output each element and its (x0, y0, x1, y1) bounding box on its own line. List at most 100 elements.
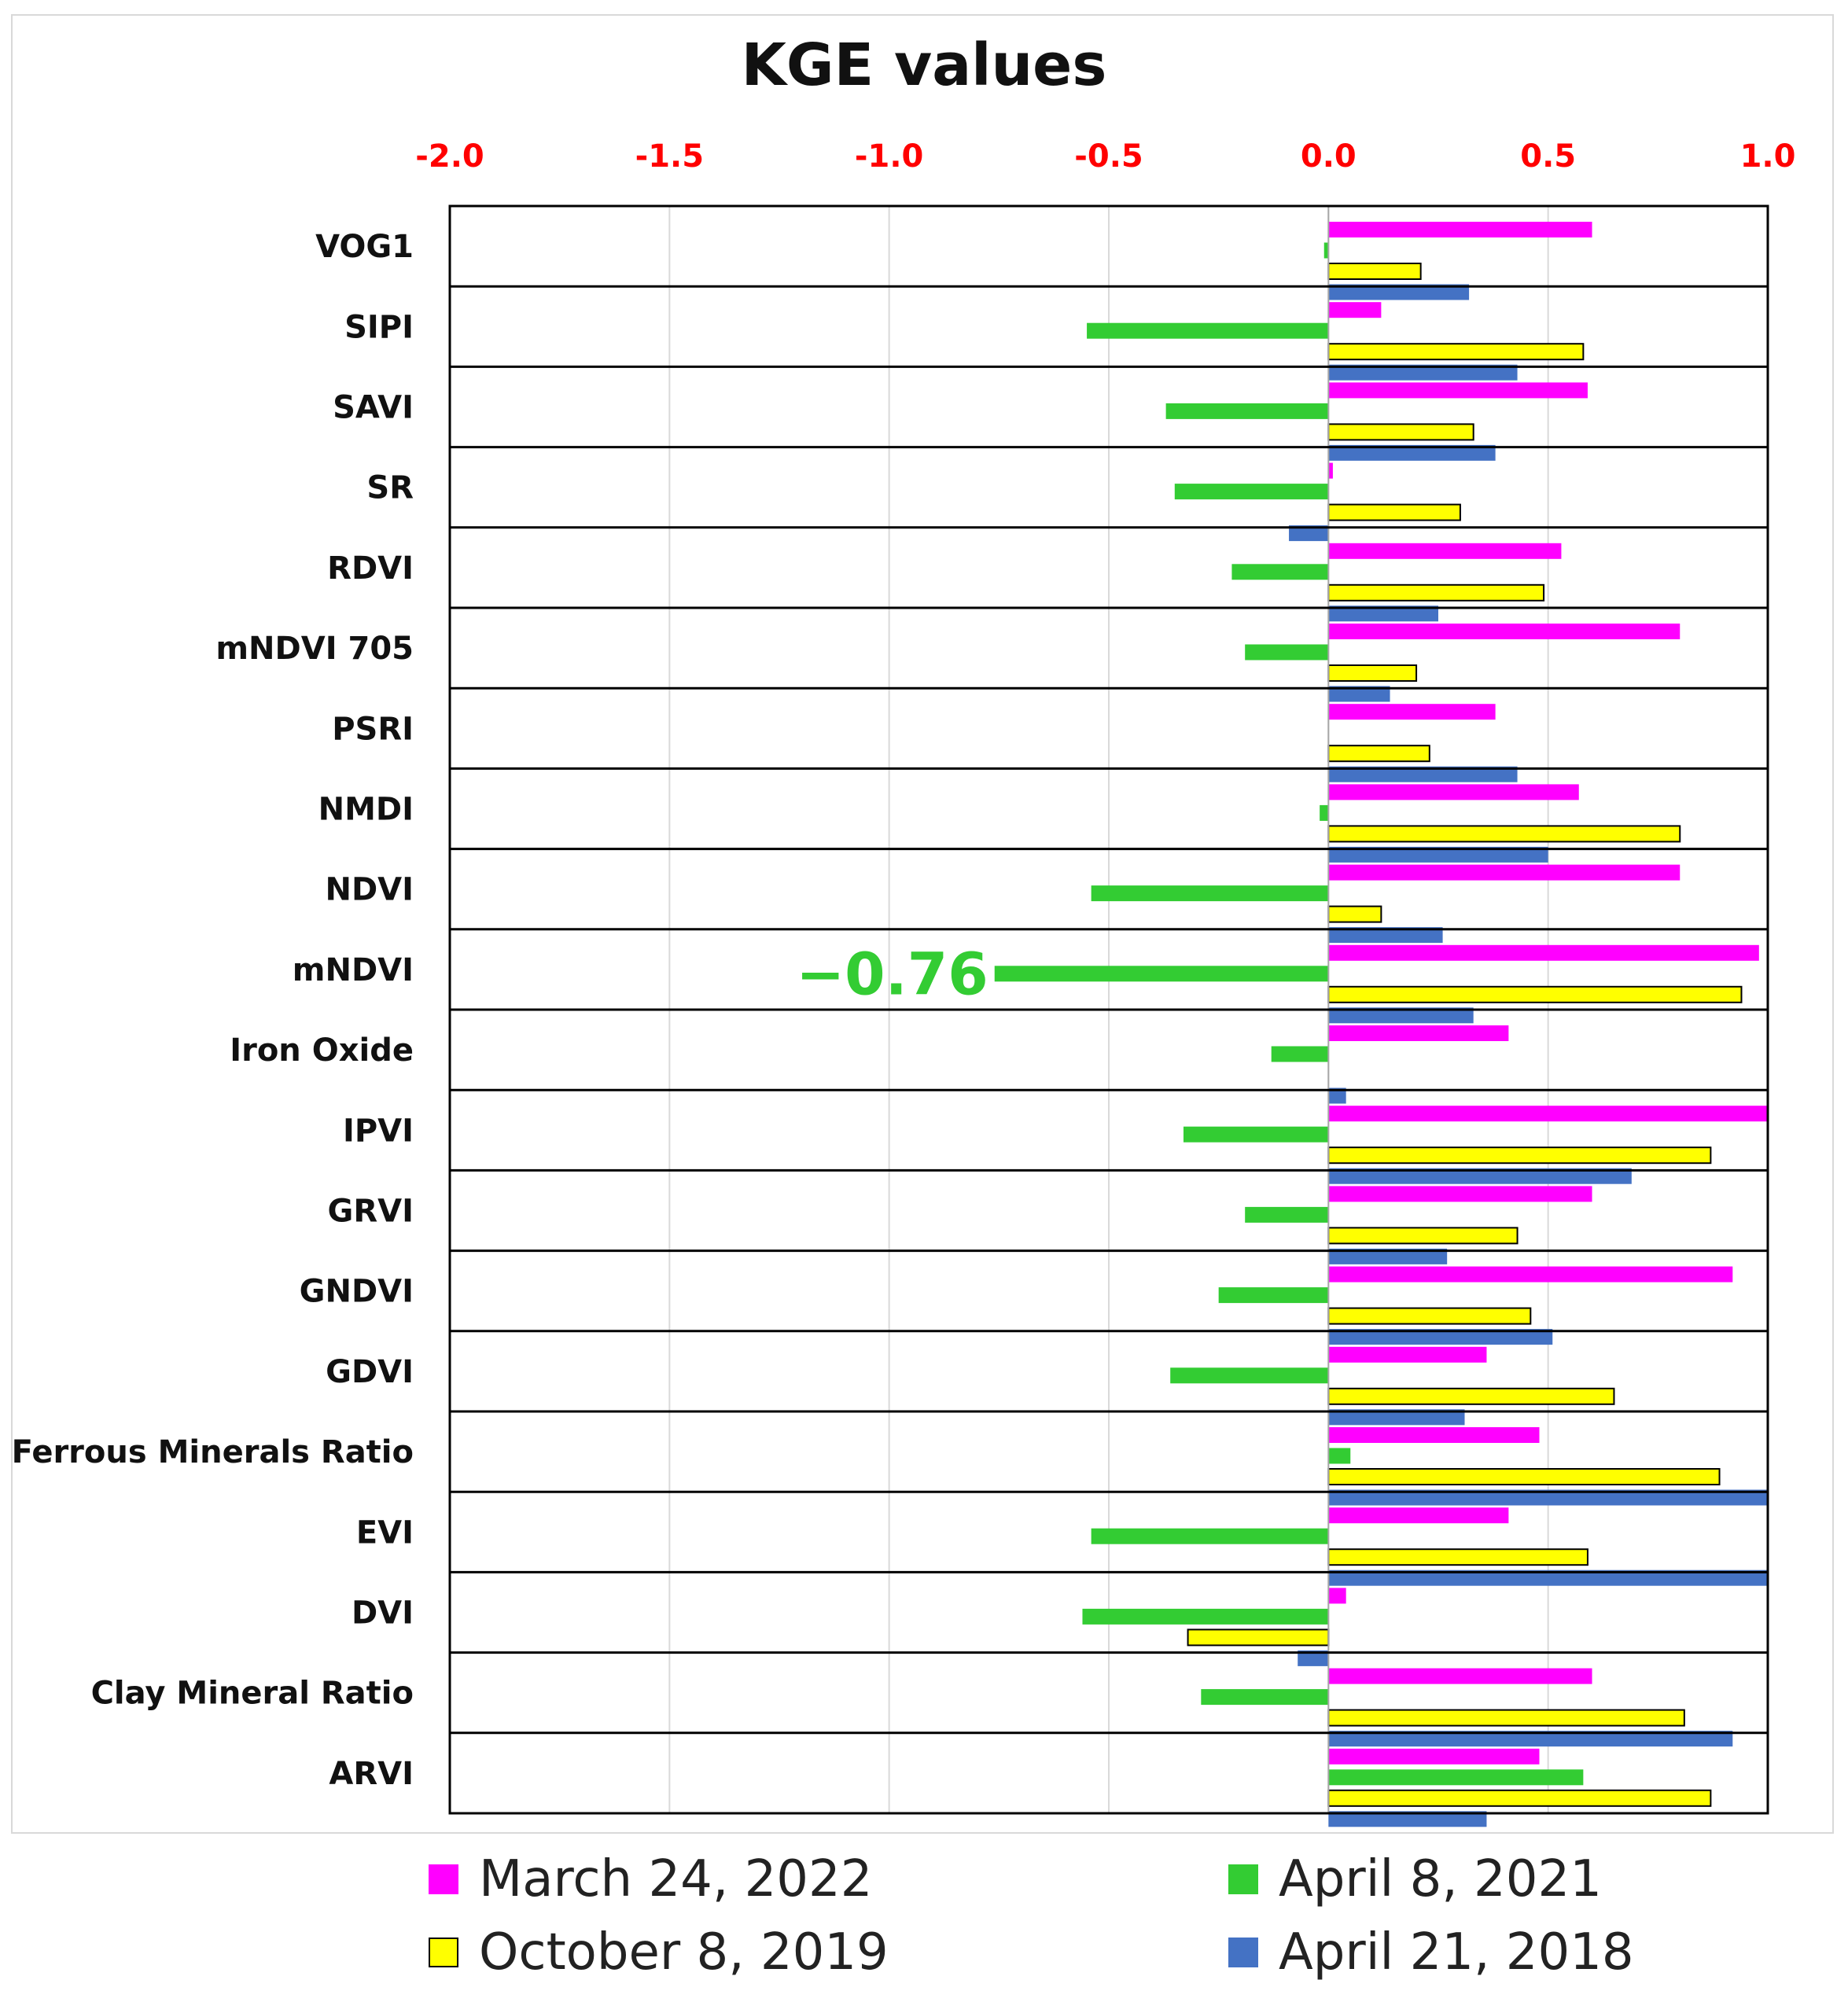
bar-arvi-series-1 (1328, 1769, 1584, 1786)
bar-evi-series-2 (1327, 1548, 1588, 1566)
legend-item-october-2019: October 8, 2019 (429, 1921, 889, 1984)
bar-dvi-series-0 (1328, 1588, 1346, 1604)
bar-nmdi-series-3 (1328, 846, 1548, 863)
legend-item-march-2022: March 24, 2022 (429, 1848, 872, 1911)
x-tick-label-3: -0.5 (1074, 138, 1143, 175)
category-label-ferrous-minerals-ratio: Ferrous Minerals Ratio (12, 1434, 414, 1470)
bar-ferrous-minerals-ratio-series-2 (1327, 1468, 1721, 1485)
bar-savi-series-2 (1327, 423, 1474, 441)
legend-label-october-2019: October 8, 2019 (479, 1923, 889, 1982)
bar-ndvi-series-2 (1327, 905, 1382, 923)
bar-sr-series-3 (1289, 525, 1329, 542)
bar-gdvi-series-3 (1328, 1409, 1465, 1426)
category-label-ndvi: NDVI (325, 872, 414, 908)
bar-gndvi-series-0 (1328, 1266, 1733, 1283)
bar-grvi-series-0 (1328, 1186, 1592, 1202)
bar-arvi-series-2 (1327, 1789, 1712, 1807)
legend-swatch-april-2018 (1228, 1938, 1258, 1967)
legend-swatch-april-2021 (1228, 1864, 1258, 1894)
bar-clay-mineral-ratio-series-0 (1328, 1668, 1592, 1684)
bar-rdvi-series-0 (1328, 543, 1562, 559)
bar-gdvi-series-2 (1327, 1387, 1615, 1405)
x-tick-label-6: 1.0 (1740, 138, 1796, 175)
bar-rdvi-series-2 (1327, 583, 1545, 602)
annotation-0: −0.76 (796, 940, 988, 1008)
category-label-rdvi: RDVI (327, 550, 414, 587)
bar-mndvi-series-1 (994, 966, 1329, 982)
bar-rdvi-series-3 (1328, 605, 1438, 622)
bar-grvi-series-3 (1328, 1248, 1448, 1264)
bar-sipi-series-1 (1087, 322, 1329, 339)
legend-swatch-march-2022 (429, 1864, 458, 1894)
bar-mndvi-series-0 (1328, 944, 1759, 961)
bar-ndvi-series-0 (1328, 864, 1681, 881)
category-label-psri: PSRI (332, 711, 414, 747)
category-label-grvi: GRVI (328, 1194, 414, 1230)
bar-ferrous-minerals-ratio-series-3 (1328, 1489, 1768, 1506)
bar-ipvi-series-2 (1327, 1146, 1712, 1165)
bar-mndvi-series-3 (1328, 1007, 1474, 1024)
bar-mndvi-705-series-3 (1328, 686, 1390, 702)
bar-evi-series-1 (1091, 1528, 1329, 1544)
bar-gdvi-series-1 (1170, 1367, 1329, 1384)
bar-evi-series-0 (1328, 1507, 1509, 1524)
bar-chart: -2.0 -1.5 -1.0 -0.5 0.0 0.5 1.0 VOG1 SIPI SAVI SR R… (12, 138, 1796, 1827)
bar-psri-series-3 (1328, 766, 1518, 782)
bar-evi-series-3 (1328, 1570, 1768, 1586)
bar-sr-series-1 (1174, 484, 1329, 500)
bar-gndvi-series-2 (1327, 1307, 1532, 1325)
bar-grvi-series-2 (1327, 1227, 1519, 1245)
bar-clay-mineral-ratio-series-1 (1201, 1689, 1329, 1706)
category-label-dvi: DVI (352, 1595, 414, 1632)
chart-frame (11, 14, 1834, 1834)
bar-sipi-series-0 (1328, 302, 1382, 318)
category-label-mndvi-705: mNDVI 705 (215, 631, 414, 667)
bar-savi-series-1 (1165, 403, 1329, 419)
bar-ndvi-series-1 (1091, 885, 1329, 902)
bar-ipvi-series-0 (1328, 1106, 1768, 1122)
bar-arvi-series-3 (1328, 1811, 1487, 1827)
bar-mndvi-705-series-2 (1327, 664, 1418, 682)
category-label-clay-mineral-ratio: Clay Mineral Ratio (91, 1676, 414, 1712)
category-label-savi: SAVI (333, 390, 414, 426)
bar-ipvi-series-1 (1183, 1126, 1329, 1143)
bar-savi-series-0 (1328, 382, 1588, 399)
bar-sr-series-2 (1327, 503, 1461, 521)
bar-iron-oxide-series-1 (1271, 1046, 1329, 1062)
x-tick-label-4: 0.0 (1301, 138, 1357, 175)
bar-ndvi-series-3 (1328, 927, 1443, 944)
bar-clay-mineral-ratio-series-3 (1328, 1731, 1733, 1747)
category-label-nmdi: NMDI (318, 792, 414, 828)
x-tick-label-5: 0.5 (1520, 138, 1576, 175)
bar-psri-series-0 (1328, 704, 1496, 720)
bar-dvi-series-2 (1187, 1628, 1330, 1647)
legend-item-april-2018: April 21, 2018 (1228, 1921, 1634, 1984)
legend-label-april-2021: April 8, 2021 (1279, 1850, 1602, 1908)
category-label-sr: SR (366, 470, 414, 506)
plot-area-border (448, 204, 1769, 1815)
legend-item-april-2021: April 8, 2021 (1228, 1848, 1602, 1911)
bar-iron-oxide-series-3 (1328, 1087, 1346, 1104)
bar-mndvi-705-series-1 (1245, 644, 1329, 661)
bar-sipi-series-2 (1327, 343, 1585, 361)
bar-mndvi-705-series-0 (1328, 624, 1681, 639)
x-tick-label-0: -2.0 (415, 138, 484, 175)
legend-label-april-2018: April 21, 2018 (1279, 1923, 1634, 1982)
x-tick-label-1: -1.5 (635, 138, 704, 175)
bar-gndvi-series-1 (1218, 1287, 1329, 1304)
bar-savi-series-3 (1328, 444, 1496, 461)
bar-gdvi-series-0 (1328, 1346, 1487, 1363)
bar-grvi-series-1 (1245, 1206, 1329, 1223)
bar-ferrous-minerals-ratio-series-0 (1328, 1427, 1540, 1443)
bar-vog1-series-1 (1323, 242, 1329, 259)
bar-sr-series-0 (1328, 462, 1333, 479)
bar-mndvi-series-2 (1327, 985, 1743, 1003)
category-label-gndvi: GNDVI (300, 1274, 414, 1310)
category-label-gdvi: GDVI (326, 1354, 414, 1390)
bar-nmdi-series-0 (1328, 784, 1579, 800)
bar-nmdi-series-1 (1320, 804, 1329, 821)
legend-swatch-october-2019 (429, 1938, 458, 1967)
category-label-ipvi: IPVI (343, 1113, 414, 1149)
category-label-mndvi: mNDVI (293, 952, 414, 988)
bar-ipvi-series-3 (1328, 1168, 1632, 1184)
